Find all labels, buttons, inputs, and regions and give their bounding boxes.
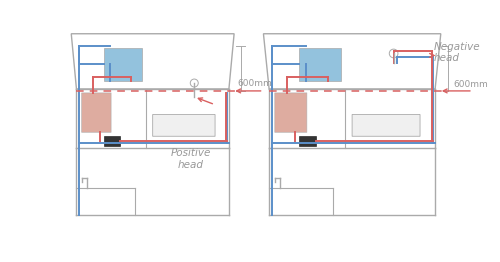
FancyBboxPatch shape <box>82 93 111 132</box>
FancyBboxPatch shape <box>275 93 307 132</box>
Text: Positive
head: Positive head <box>170 148 211 170</box>
FancyBboxPatch shape <box>152 114 215 136</box>
Text: 600mm: 600mm <box>453 80 488 89</box>
Text: 600mm: 600mm <box>238 79 272 88</box>
FancyBboxPatch shape <box>352 114 420 136</box>
Bar <box>300 136 316 146</box>
Bar <box>104 47 142 81</box>
Bar <box>104 136 120 146</box>
Bar <box>300 47 341 81</box>
Text: Negative
head: Negative head <box>433 42 480 63</box>
